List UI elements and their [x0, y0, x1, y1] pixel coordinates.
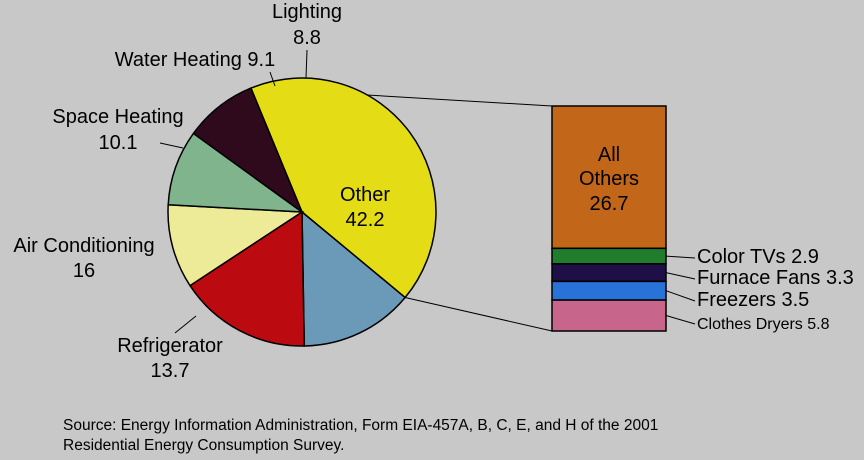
labels: Other 42.2 Refrigerator 13.7 Air Conditionin…: [13, 1, 853, 382]
pie-slice-other: [249, 77, 437, 299]
leader-line-refrigerator: [174, 315, 197, 334]
pie-slice-refrigerator: [301, 210, 407, 347]
leader-line-lighting: [305, 49, 308, 79]
source-line-2: Residential Energy Consumption Survey.: [63, 437, 345, 454]
source-note: Source: Energy Information Administratio…: [63, 416, 853, 456]
bar-leader-clothes-dryers: [665, 315, 696, 325]
bar-label-all-others-line2: Others: [579, 168, 639, 190]
pie-of-bar-chart: Other 42.2 Refrigerator 13.7 Air Conditionin…: [13, 1, 853, 382]
bar-value-all-others: 26.7: [590, 193, 629, 215]
bar-segment-color-tvs: [551, 247, 667, 265]
pie: [167, 77, 437, 347]
leader-line-water-heating: [269, 71, 276, 87]
bar-label-freezers: Freezers 3.5: [697, 289, 809, 311]
pie-value-refrigerator: 13.7: [151, 360, 190, 382]
bar-segment-furnace-fans: [551, 263, 667, 283]
bar-label-color-tvs: Color TVs 2.9: [697, 246, 819, 268]
pie-value-air-conditioning: 16: [73, 260, 95, 282]
pie-slice-lighting: [192, 87, 304, 215]
source-line-1: Source: Energy Information Administratio…: [63, 417, 659, 434]
bar-segment-freezers: [551, 280, 667, 301]
pie-slice-space-heating: [167, 203, 305, 287]
breakdown-bar: [551, 105, 667, 332]
bar-label-all-others-line1: All: [598, 144, 620, 166]
bar-label-furnace-fans: Furnace Fans 3.3: [697, 267, 854, 289]
pie-label-air-conditioning: Air Conditioning: [13, 235, 154, 257]
bar-segment-clothes-dryers: [551, 299, 667, 332]
pie-label-water-heating: Water Heating 9.1: [115, 49, 275, 71]
bar-leader-freezers: [665, 290, 696, 302]
pie-label-refrigerator: Refrigerator: [117, 335, 223, 357]
bar-leader-furnace-fans: [665, 272, 696, 280]
bar-segment-all-others: [551, 105, 667, 250]
pie-label-lighting: Lighting: [272, 1, 342, 23]
bar-label-clothes-dryers: Clothes Dryers 5.8: [697, 316, 830, 333]
bar-leader-color-tvs: [665, 255, 696, 259]
pie-value-lighting: 8.8: [293, 27, 321, 49]
pie-slice-air-conditioning: [188, 210, 306, 347]
pie-value-space-heating: 10.1: [99, 132, 138, 154]
pie-label-other: Other: [340, 184, 390, 206]
connector-line-bottom: [404, 297, 553, 332]
pie-label-space-heating: Space Heating: [52, 106, 183, 128]
leader-line-space-heating: [159, 142, 184, 149]
pie-value-other: 42.2: [346, 209, 385, 231]
